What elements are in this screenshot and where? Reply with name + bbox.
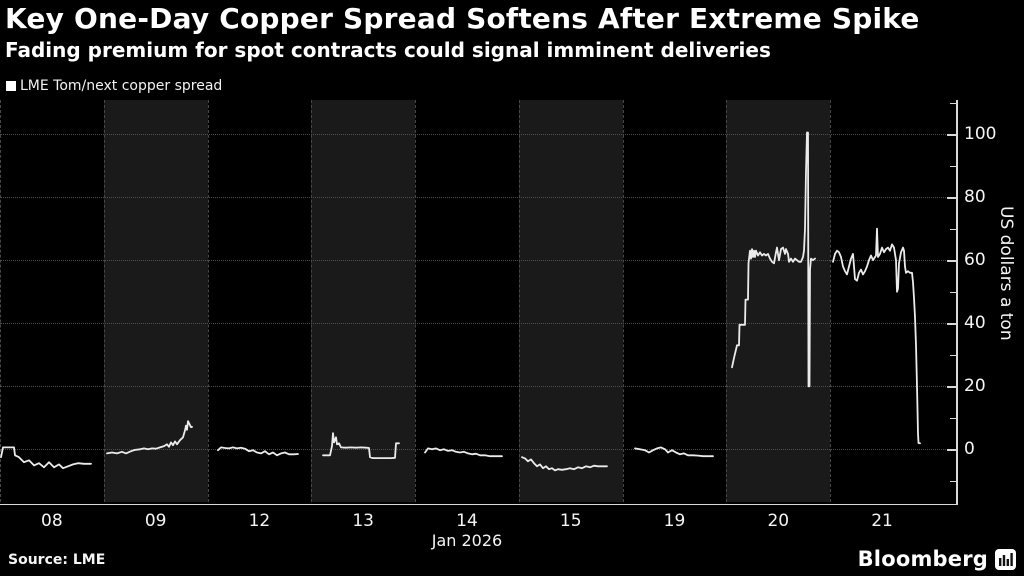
band-boundary	[726, 100, 728, 502]
data-line-12	[217, 446, 299, 457]
x-tick-label: 14	[456, 511, 478, 531]
data-line-19	[634, 446, 714, 458]
grid-line	[0, 197, 956, 199]
bloomberg-bars-icon	[995, 548, 1016, 570]
data-line-13	[322, 432, 400, 460]
data-line-14	[424, 447, 503, 458]
data-line-20	[731, 131, 816, 388]
band-boundary	[415, 100, 417, 502]
y-tick-label: 80	[964, 187, 986, 208]
page-subtitle: Fading premium for spot contracts could …	[5, 38, 771, 62]
page-title: Key One-Day Copper Spread Softens After …	[5, 2, 920, 35]
y-tick-label: 20	[964, 376, 986, 397]
x-tick-label: 09	[144, 511, 167, 531]
y-axis-tick	[947, 386, 956, 388]
x-tick-label: 08	[41, 511, 63, 531]
y-axis-tick	[950, 480, 956, 483]
band-boundary	[0, 100, 1, 502]
y-tick-label: 40	[964, 313, 986, 334]
x-tick-label: 20	[767, 511, 790, 531]
band-boundary	[103, 100, 105, 502]
bloomberg-wordmark: Bloomberg	[857, 547, 988, 571]
y-axis-tick	[947, 449, 956, 451]
y-axis-tick	[950, 102, 956, 105]
x-tick-label: 12	[248, 511, 271, 531]
data-line-15	[521, 456, 608, 472]
y-tick-label: 60	[964, 250, 986, 271]
day-band	[103, 100, 208, 502]
y-axis-tick	[950, 291, 956, 294]
x-tick-label: 15	[559, 511, 582, 531]
x-tick-label: 13	[352, 511, 375, 531]
spread-line-plot	[0, 131, 921, 472]
day-band	[207, 100, 312, 502]
grid-line	[0, 323, 956, 325]
y-axis-line	[956, 100, 958, 504]
y-axis-tick	[947, 134, 956, 136]
day-band	[415, 100, 519, 502]
y-axis-tick	[947, 323, 956, 325]
y-axis-tick	[950, 417, 956, 420]
legend-swatch-icon	[6, 81, 16, 91]
y-tick-label: 0	[964, 439, 975, 460]
grid-line	[0, 134, 956, 136]
y-axis-tick	[950, 354, 956, 357]
x-axis-title: Jan 2026	[431, 531, 503, 550]
day-band	[726, 100, 831, 502]
y-axis-tick	[950, 228, 956, 231]
x-axis-line	[0, 503, 958, 505]
y-axis-tick	[947, 197, 956, 199]
legend-label: LME Tom/next copper spread	[20, 78, 223, 94]
band-boundary	[207, 100, 209, 502]
day-band	[830, 100, 956, 502]
grid-line	[0, 260, 956, 262]
x-tick-label: 19	[663, 511, 686, 531]
data-line-09	[106, 420, 193, 455]
grid-line	[0, 449, 956, 451]
bloomberg-logo: Bloomberg	[858, 547, 1016, 571]
legend: LME Tom/next copper spread	[6, 78, 222, 94]
band-boundary	[622, 100, 624, 502]
data-line-21	[832, 227, 921, 445]
band-boundary	[311, 100, 313, 502]
day-band	[622, 100, 727, 502]
y-tick-label: 100	[964, 124, 997, 145]
data-line-08	[0, 446, 92, 470]
day-band	[0, 100, 104, 502]
grid-line	[0, 386, 956, 388]
day-band	[311, 100, 416, 502]
y-axis-tick	[950, 165, 956, 168]
band-boundary	[518, 100, 520, 502]
y-axis-tick	[947, 260, 956, 262]
x-tick-label: 21	[871, 511, 893, 531]
band-boundary	[830, 100, 832, 502]
y-axis-title: US dollars a ton	[996, 206, 1016, 341]
day-band	[518, 100, 623, 502]
source-label: Source: LME	[8, 552, 106, 568]
